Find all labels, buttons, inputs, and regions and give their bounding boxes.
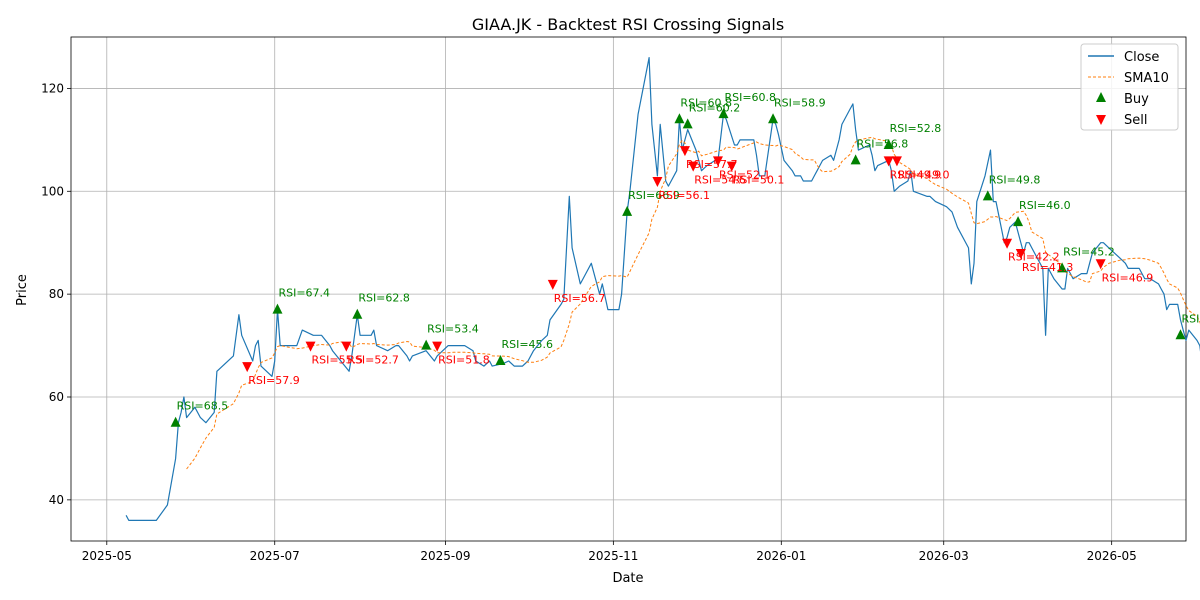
buy-marker [352,308,363,319]
buy-marker [1175,329,1186,340]
x-tick-label: 2026-05 [1087,549,1137,563]
buy-marker [272,303,283,314]
grid-lines [71,37,1186,541]
sell-marker [891,156,902,167]
sell-annotation: RSI=46.9 [1102,271,1154,284]
legend: Close SMA10 Buy Sell [1080,43,1179,131]
series-layer [125,57,1200,521]
axes: 40 60 80 100 120 2025-05 2025-07 2025-09 2025-11… [41,36,1187,563]
legend-box [1080,43,1179,131]
legend-label: SMA10 [1124,71,1169,86]
close-series-line [125,57,1200,521]
sell-marker [547,279,558,290]
sell-marker [883,156,894,167]
signals-layer: RSI=68.5 RSI=67.4 RSI=62.8 RSI=53.4 RSI=45.6… [170,91,1200,427]
sell-marker [1095,259,1106,270]
sell-marker [652,177,663,187]
sell-annotation: RSI=52.7 [347,354,399,367]
buy-annotation: RSI=68.5 [177,400,229,413]
legend-label: Close [1124,50,1159,65]
buy-marker [883,139,894,149]
sell-annotation: RSI=57.7 [686,158,738,171]
sell-marker [432,341,443,352]
buy-annotation: RSI=60.8 [724,91,776,104]
x-tick-label: 2026-03 [919,549,969,563]
sell-annotation: RSI=49.9 [890,168,942,181]
buy-marker [170,416,181,427]
buy-annotation: RSI=62.8 [358,292,410,305]
sell-marker [341,341,352,352]
sell-annotation: RSI=56.1 [658,189,710,202]
sell-marker [726,161,737,172]
sell-annotation: RSI=55.5 [312,354,364,367]
x-tick-label: 2025-07 [250,549,300,563]
y-tick-label: 40 [49,493,64,507]
x-tick-label: 2025-11 [588,549,638,563]
x-axis-label: Date [612,571,643,586]
sma10-series-line [186,136,1200,470]
buy-marker [718,108,729,119]
sell-annotation: RSI=41.3 [1022,261,1074,274]
sell-marker [305,341,316,352]
sell-annotation: RSI=56.7 [554,292,606,305]
sell-marker [679,146,690,157]
buy-marker [421,339,432,350]
buy-annotation: RSI=49.8 [989,173,1041,186]
buy-annotation: RSI=60.8 [680,96,732,109]
buy-marker [1057,262,1068,273]
sell-annotation: RSI=57.9 [248,374,300,387]
sell-marker [1015,249,1026,259]
buy-annotation: RSI=66.9 [628,189,680,202]
sell-annotation: RSI=52.1 [719,168,771,181]
sell-marker [712,156,723,167]
buy-marker [768,113,779,124]
sell-annotation: RSI=50.1 [733,174,785,187]
buy-annotation: RSI=52.8 [890,122,942,135]
buy-marker [622,205,633,216]
buy-marker [1013,216,1024,227]
sell-annotation: RSI=51.8 [438,354,490,367]
y-axis-label: Price [15,274,30,306]
buy-annotation: RSI=60.2 [689,101,741,114]
buy-annotation: RSI=41.8 [1181,312,1200,325]
sell-annotation: RSI=54.6 [694,174,746,187]
y-tick-label: 120 [41,81,64,95]
chart-title: GIAA.JK - Backtest RSI Crossing Signals [472,15,784,34]
x-tick-label: 2026-01 [756,549,806,563]
sell-marker [242,362,253,373]
buy-annotation: RSI=46.0 [1019,199,1071,212]
buy-annotation: RSI=53.4 [427,323,479,336]
y-tick-label: 60 [49,390,64,404]
buy-annotation: RSI=45.2 [1063,245,1115,258]
buy-marker [850,154,861,165]
buy-annotation: RSI=45.6 [501,338,553,351]
plot-frame [70,36,1187,542]
buy-annotation: RSI=67.4 [278,287,330,300]
buy-marker [682,118,693,129]
sell-marker [1002,238,1013,249]
sell-annotation: RSI=49.0 [898,168,950,181]
buy-marker [982,190,993,201]
legend-label: Sell [1124,113,1147,128]
y-tick-label: 80 [49,287,64,301]
buy-marker [495,355,506,365]
buy-annotation: RSI=58.9 [774,96,826,109]
x-tick-label: 2025-09 [420,549,470,563]
y-tick-label: 100 [41,184,64,198]
sell-marker [688,161,699,172]
legend-buy-swatch [1096,92,1106,102]
buy-annotation: RSI=56.8 [857,137,909,150]
x-tick-label: 2025-05 [82,549,132,563]
legend-sell-swatch [1096,115,1106,125]
legend-label: Buy [1124,92,1149,107]
buy-marker [674,113,685,124]
